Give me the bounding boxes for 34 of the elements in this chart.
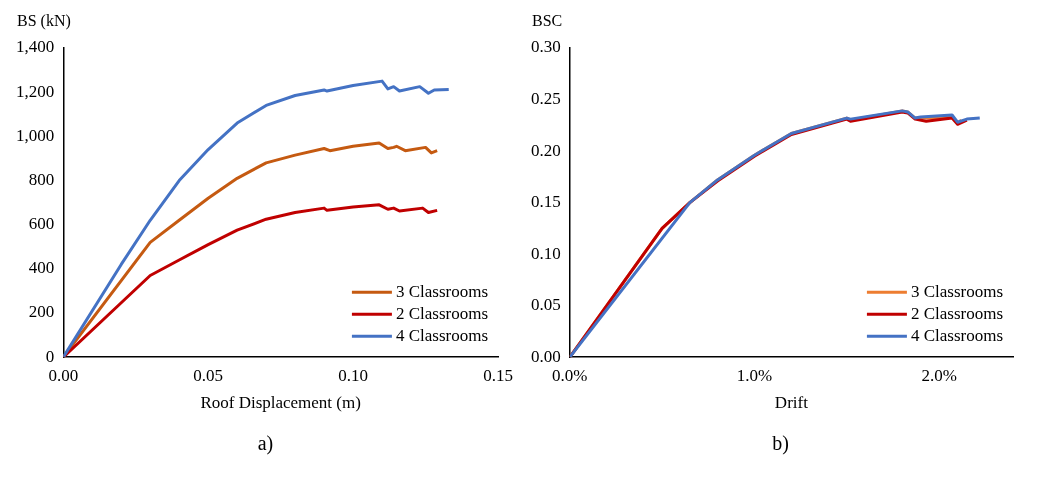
legend-label: 3 Classrooms [395,281,488,301]
y-tick-label: 0.05 [531,295,561,315]
x-tick-label: 1.0% [736,365,773,385]
y-tick-label: 0.30 [531,37,561,57]
y-tick-label: 800 [28,169,55,189]
y-axis-title: BSC [532,12,563,30]
x-tick-label: 0.15 [483,365,513,385]
y-tick-label: 1,400 [16,37,55,57]
legend-label: 2 Classrooms [395,303,488,323]
text: a) [257,432,274,455]
x-tick-label: 0.10 [338,365,368,385]
x-tick-label: 0.05 [193,365,224,385]
x-tick-label: 2.0% [921,365,957,385]
x-axis-title: Drift [774,393,809,413]
y-tick-label: 0.10 [531,243,561,263]
y-tick-label: 0.00 [531,346,561,366]
x-tick-label: 0.0% [552,365,588,385]
legend-label: 2 Classrooms [910,303,1003,323]
y-tick-label: 0.20 [531,140,561,160]
y-tick-label: 1,000 [16,125,55,145]
y-tick-label: 0.25 [531,89,561,108]
legend-label: 4 Classrooms [395,325,488,345]
legend-label: 4 Classrooms [910,325,1003,345]
y-tick-label: 0 [45,346,55,366]
x-axis-title: Roof Displacement (m) [200,393,361,413]
y-tick-label: 600 [28,214,55,234]
y-tick-label: 200 [28,302,55,322]
y-axis-title: BS (kN) [17,12,71,31]
x-tick-label: 0.00 [48,365,79,385]
text: b) [772,432,789,455]
y-tick-label: 1,200 [16,81,55,101]
legend-label: 3 Classrooms [910,281,1003,301]
y-tick-label: 400 [28,258,55,278]
y-tick-label: 0.15 [531,192,561,212]
